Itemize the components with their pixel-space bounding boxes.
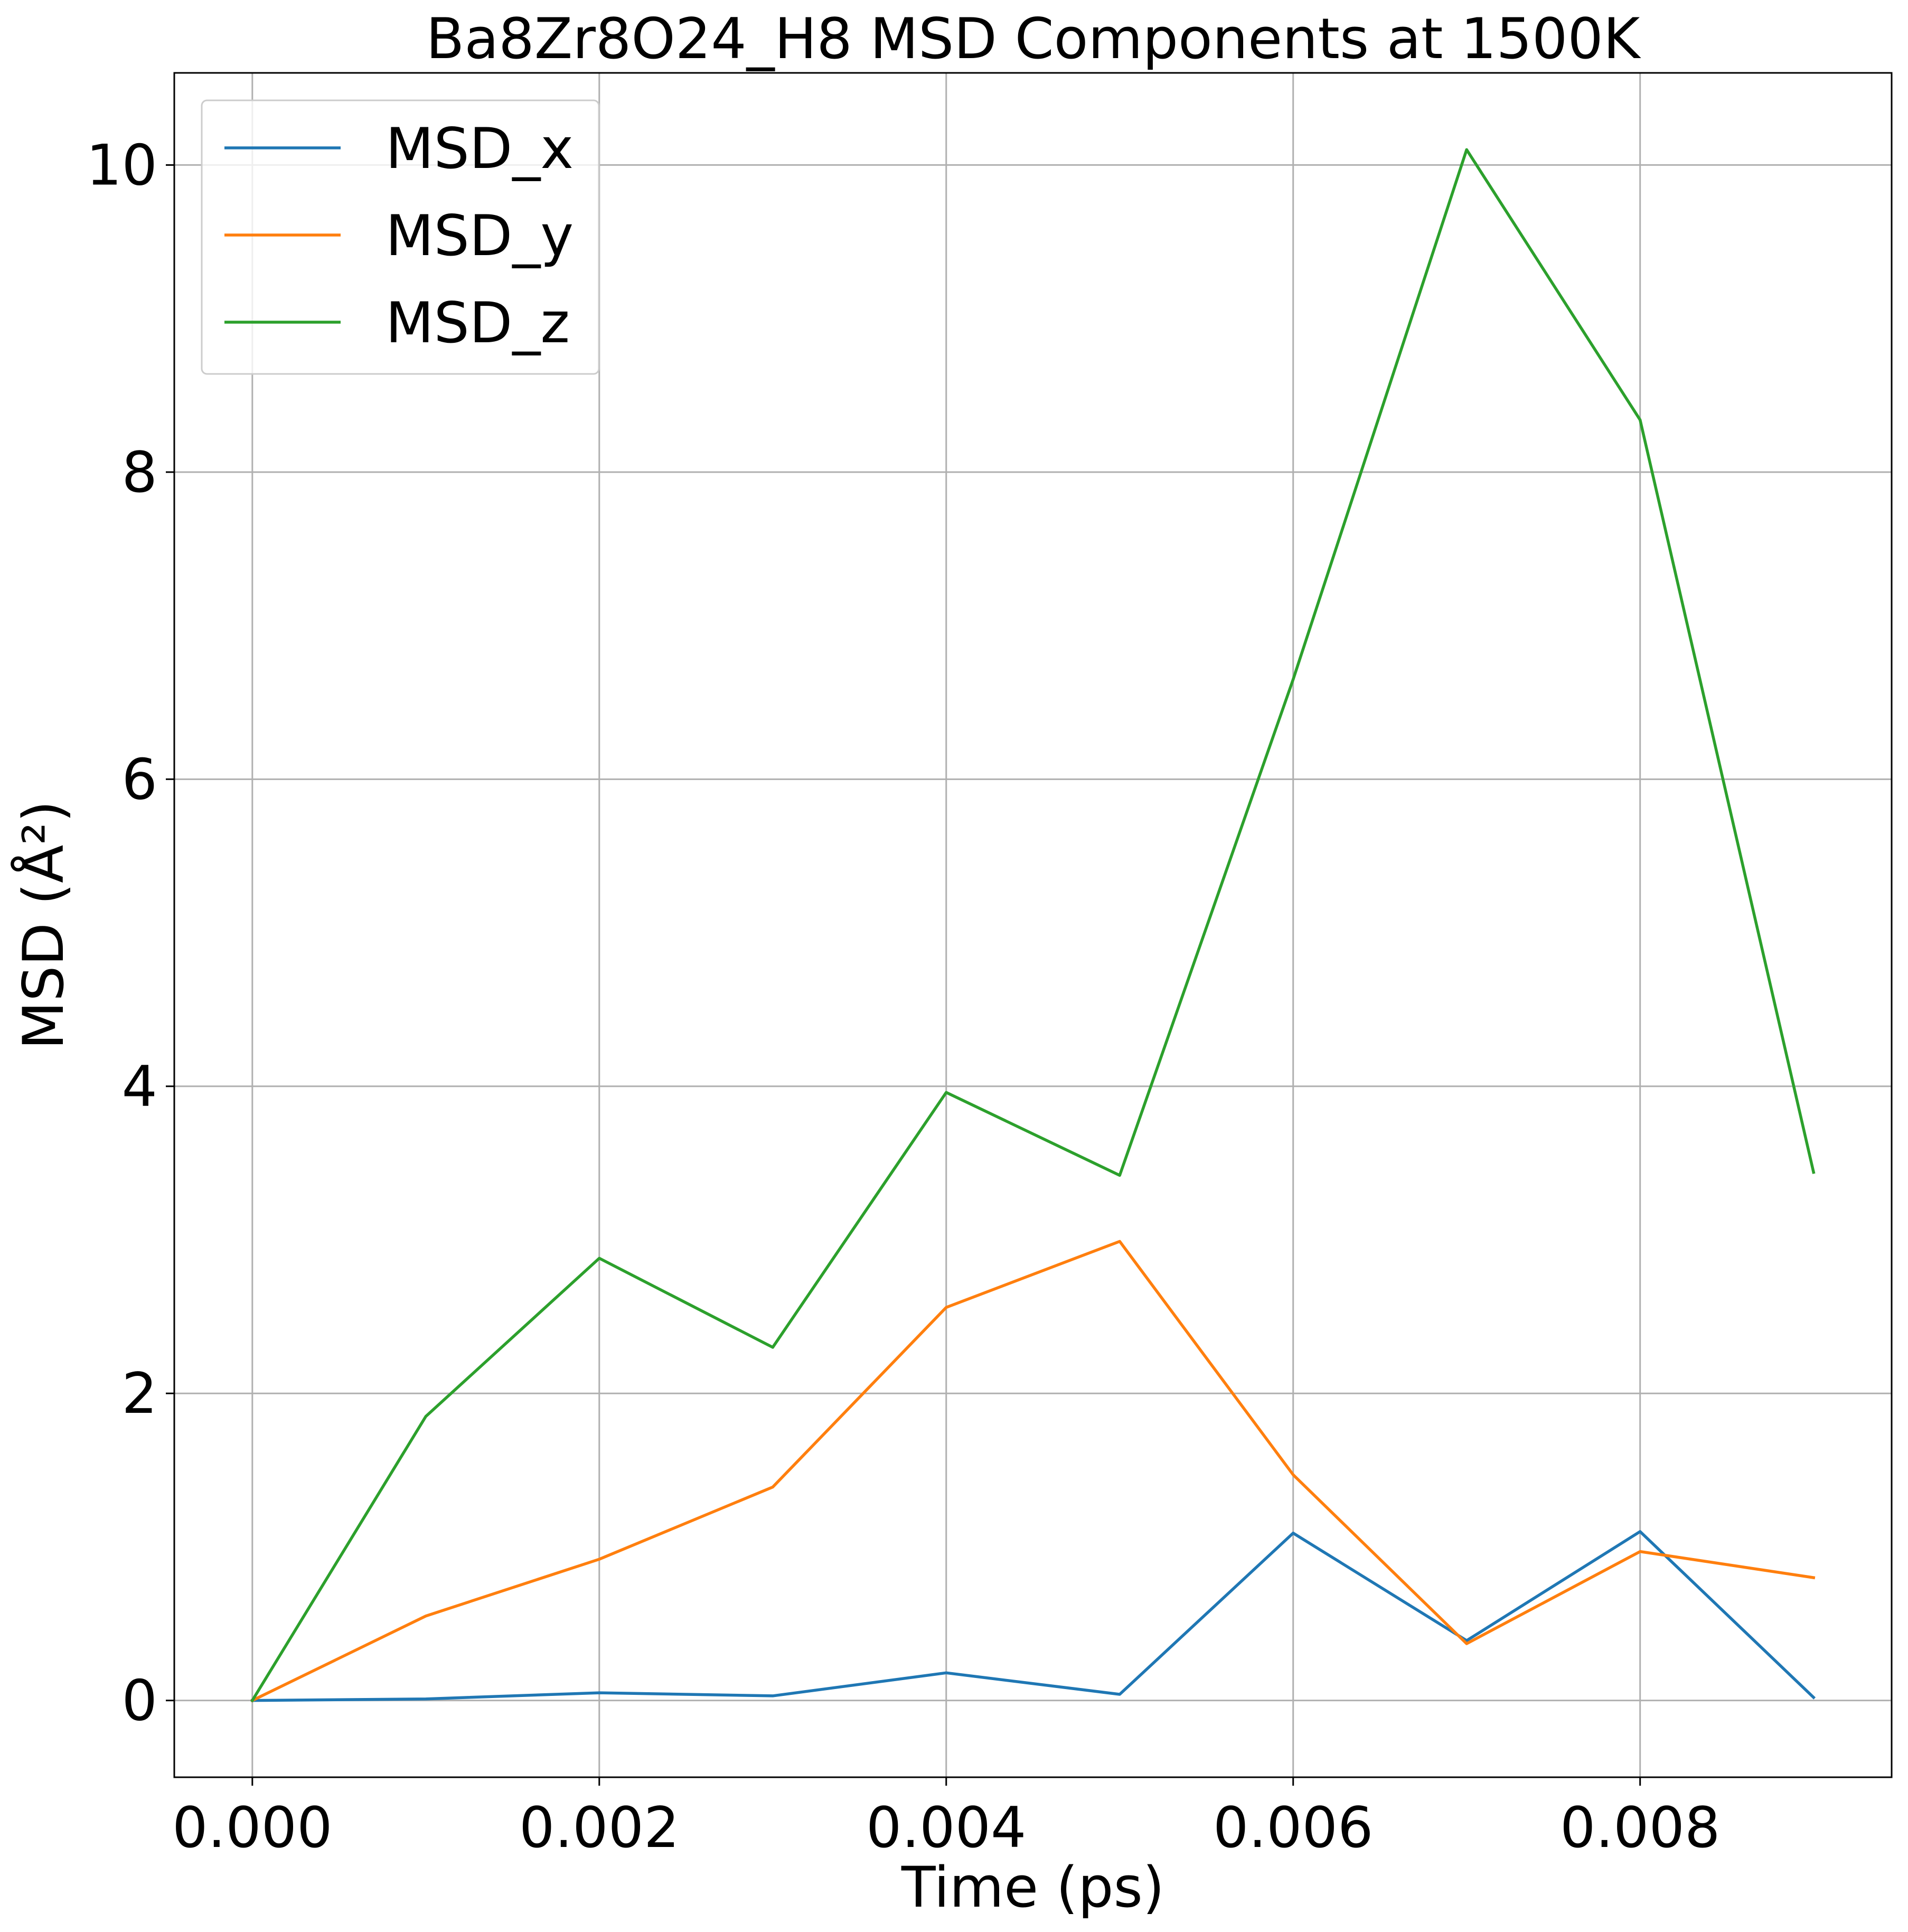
grid-lines — [174, 73, 1892, 1777]
x-tick-label: 0.008 — [1560, 1795, 1720, 1860]
y-tick-label: 10 — [86, 133, 157, 198]
y-tick-label: 6 — [122, 747, 157, 812]
y-tick-label: 8 — [122, 440, 157, 505]
legend: MSD_x MSD_y MSD_z — [201, 99, 600, 375]
series-line-msd-x — [251, 1530, 1816, 1702]
legend-box — [201, 99, 600, 375]
chart-title: Ba8Zr8O24_H8 MSD Components at 1500K — [426, 6, 1641, 71]
series-lines — [250, 148, 1816, 1703]
legend-label: MSD_x — [386, 116, 574, 181]
plot-frame — [173, 72, 1893, 1778]
axis-ticks: 0.000 0.002 0.004 0.006 0.008 0 2 4 6 8 10 — [86, 133, 1720, 1860]
legend-label: MSD_z — [386, 290, 570, 355]
legend-label: MSD_y — [386, 203, 574, 268]
y-axis-label: MSD (Å²) — [11, 801, 76, 1050]
x-tick-label: 0.004 — [866, 1795, 1026, 1860]
y-tick-label: 4 — [122, 1054, 157, 1119]
x-tick-label: 0.000 — [172, 1795, 332, 1860]
y-tick-label: 0 — [122, 1668, 157, 1733]
y-tick-label: 2 — [122, 1361, 157, 1426]
x-tick-label: 0.002 — [519, 1795, 679, 1860]
series-line-msd-z — [250, 148, 1816, 1703]
x-tick-label: 0.006 — [1213, 1795, 1373, 1860]
series-line-msd-y — [250, 1240, 1816, 1703]
x-axis-label: Time (ps) — [901, 1855, 1164, 1920]
